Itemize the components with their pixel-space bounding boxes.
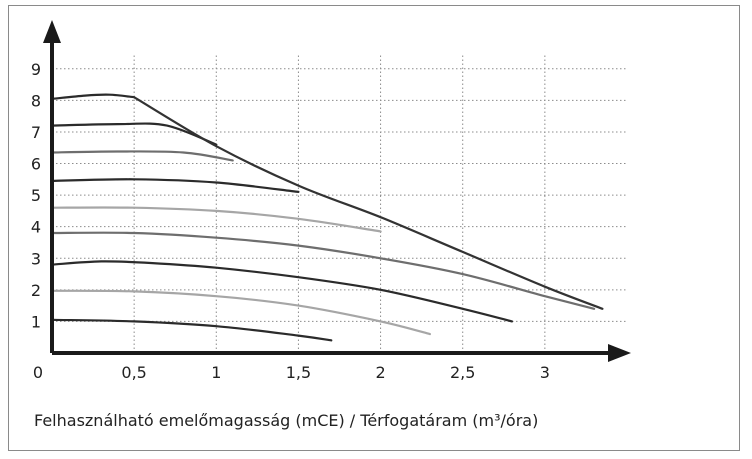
- chart-tick-labels: 1 2 3 4 5 6 7 8 9 0,5 1 1,5 2 2,5 3 0: [31, 60, 550, 382]
- y-tick-label: 1: [31, 312, 41, 331]
- y-tick-label: 5: [31, 186, 41, 205]
- chart-grid: [52, 53, 627, 353]
- y-tick-label: 7: [31, 123, 41, 142]
- x-axis-arrow: [608, 344, 631, 362]
- series-line-4: [50, 231, 596, 310]
- x-tick-label: 3: [540, 363, 550, 382]
- y-tick-label: 3: [31, 249, 41, 268]
- y-tick-label: 8: [31, 91, 41, 110]
- x-tick-label: 0,5: [121, 363, 146, 382]
- y-tick-label: 2: [31, 281, 41, 300]
- y-tick-label: 9: [31, 60, 41, 79]
- chart-caption: Felhasználható emelőmagasság (mCE) / Tér…: [34, 411, 539, 430]
- x-tick-label: 2: [375, 363, 385, 382]
- series-line-9: [50, 93, 136, 100]
- series-line-3: [50, 260, 514, 323]
- series-line-7: [50, 150, 234, 162]
- origin-label: 0: [33, 363, 43, 382]
- chart-frame: [8, 5, 740, 451]
- series-line-5: [50, 206, 382, 233]
- x-tick-label: 1,5: [286, 363, 311, 382]
- y-axis-arrow: [43, 20, 61, 43]
- y-tick-label: 6: [31, 155, 41, 174]
- series-line-2: [50, 289, 431, 336]
- series-line-10: [133, 96, 604, 310]
- chart-axes: [43, 20, 631, 362]
- series-line-6: [50, 178, 300, 193]
- y-tick-label: 4: [31, 218, 41, 237]
- x-tick-label: 1: [211, 363, 221, 382]
- chart-curves: [50, 93, 604, 342]
- series-line-1: [50, 318, 333, 342]
- x-tick-label: 2,5: [450, 363, 475, 382]
- series-line-8: [50, 122, 218, 146]
